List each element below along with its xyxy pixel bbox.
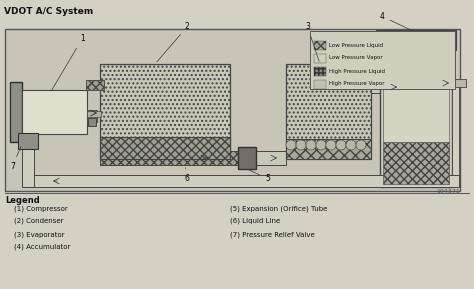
- Bar: [314, 80, 326, 89]
- Bar: [100, 137, 230, 159]
- Bar: [376, 30, 456, 50]
- Bar: [380, 32, 452, 187]
- Text: High Pressure Vapor: High Pressure Vapor: [329, 81, 384, 86]
- Text: 7: 7: [10, 147, 21, 171]
- Text: 3: 3: [305, 22, 319, 61]
- Circle shape: [306, 140, 316, 150]
- Bar: [22, 175, 459, 187]
- Text: Low Pressure Liquid: Low Pressure Liquid: [329, 42, 383, 47]
- Bar: [314, 54, 326, 63]
- Text: (7) Pressure Relief Valve: (7) Pressure Relief Valve: [230, 231, 315, 238]
- Text: 2: 2: [157, 22, 190, 62]
- Bar: [87, 110, 97, 122]
- Bar: [366, 79, 384, 87]
- Bar: [256, 151, 286, 165]
- Circle shape: [326, 140, 336, 150]
- Bar: [18, 133, 38, 149]
- Text: 1: 1: [51, 34, 85, 91]
- Text: (6) Liquid Line: (6) Liquid Line: [230, 218, 280, 225]
- Bar: [286, 139, 371, 159]
- Text: VDOT A/C System: VDOT A/C System: [4, 7, 93, 16]
- Bar: [10, 82, 22, 142]
- Text: Legend: Legend: [5, 196, 40, 205]
- Bar: [452, 79, 466, 87]
- Circle shape: [296, 140, 306, 150]
- Bar: [383, 54, 449, 142]
- Bar: [383, 142, 449, 184]
- Text: (5) Expansion (Orifice) Tube: (5) Expansion (Orifice) Tube: [230, 205, 328, 212]
- Text: 4: 4: [380, 12, 412, 31]
- Text: 5: 5: [249, 170, 270, 183]
- Text: 6: 6: [185, 168, 190, 183]
- Bar: [22, 137, 34, 187]
- Bar: [88, 118, 96, 126]
- Text: (1) Compressor: (1) Compressor: [14, 205, 68, 212]
- Text: (2) Condenser: (2) Condenser: [14, 218, 64, 225]
- Bar: [452, 79, 459, 187]
- Text: 194371: 194371: [436, 189, 460, 194]
- Bar: [286, 64, 371, 159]
- Bar: [22, 90, 87, 134]
- Circle shape: [356, 140, 366, 150]
- Text: High Pressure Liquid: High Pressure Liquid: [329, 68, 385, 73]
- Circle shape: [346, 140, 356, 150]
- Text: Low Pressure Vapor: Low Pressure Vapor: [329, 55, 383, 60]
- Circle shape: [316, 140, 326, 150]
- Bar: [238, 147, 256, 169]
- Bar: [310, 31, 455, 89]
- Bar: [100, 64, 230, 159]
- Bar: [371, 81, 396, 93]
- Bar: [100, 151, 265, 165]
- Bar: [314, 67, 326, 76]
- Bar: [314, 41, 326, 50]
- Circle shape: [336, 140, 346, 150]
- Bar: [5, 29, 460, 191]
- Circle shape: [286, 140, 296, 150]
- Bar: [87, 111, 101, 117]
- Text: (4) Accumulator: (4) Accumulator: [14, 244, 70, 251]
- Text: (3) Evaporator: (3) Evaporator: [14, 231, 64, 238]
- Bar: [86, 80, 104, 90]
